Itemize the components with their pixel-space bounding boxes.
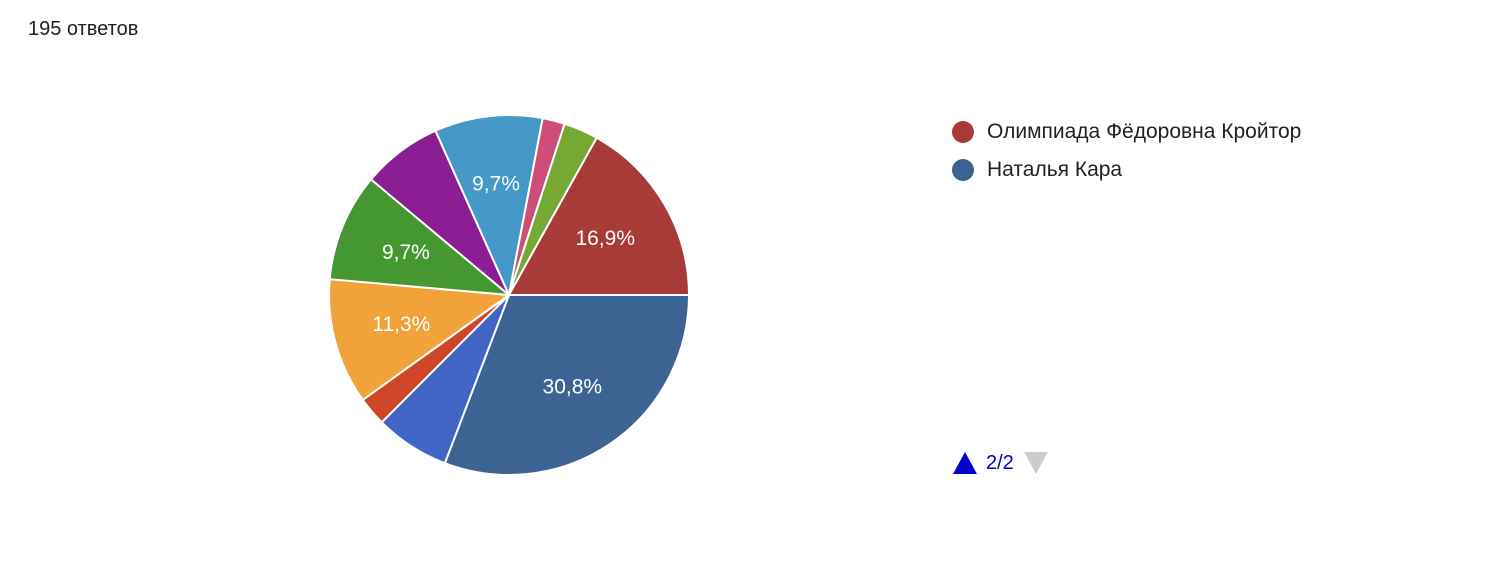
pie-slice-5[interactable]: [328, 178, 510, 296]
pie-slice-label-1: 30,8%: [543, 375, 603, 398]
pie-slice-7[interactable]: [434, 114, 544, 296]
pager-up-arrow-icon[interactable]: [952, 450, 978, 476]
chart-legend: Олимпиада Фёдоровна Кройтор Наталья Кара: [952, 113, 1301, 189]
pie-slice-10[interactable]: [508, 136, 690, 296]
legend-item-kara[interactable]: Наталья Кара: [952, 151, 1301, 189]
legend-dot-kara: [952, 159, 974, 181]
legend-dot-kroitor: [952, 121, 974, 143]
legend-label-kara: Наталья Кара: [987, 158, 1123, 181]
pie-slice-label-7: 9,7%: [472, 173, 520, 196]
pie-slice-4[interactable]: [328, 278, 510, 401]
pager-page-indicator: 2/2: [986, 451, 1014, 474]
pie-slice-label-4: 11,3%: [372, 313, 430, 336]
legend-label-kroitor: Олимпиада Фёдоровна Кройтор: [987, 120, 1302, 143]
response-count: 195 ответов: [28, 18, 139, 40]
legend-item-kroitor[interactable]: Олимпиада Фёдоровна Кройтор: [952, 113, 1301, 151]
pager-down-arrow-icon[interactable]: [1023, 450, 1049, 476]
pie-slice-label-5: 9,7%: [382, 241, 430, 264]
pie-slice-label-10: 16,9%: [575, 227, 635, 250]
legend-pager: 2/2: [952, 450, 1049, 476]
pie-slice-1[interactable]: [443, 294, 690, 476]
